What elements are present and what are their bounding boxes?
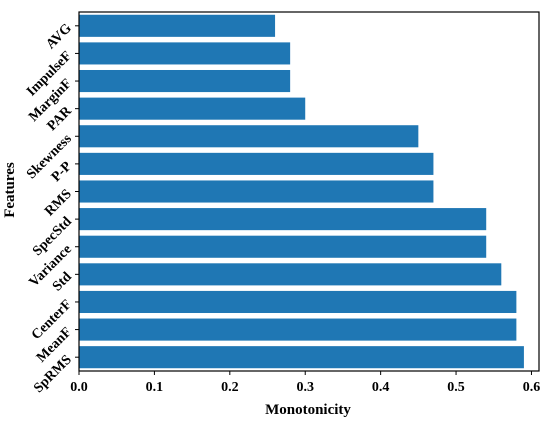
x-tick-label: 0.6 (523, 380, 541, 395)
x-tick-label: 0.0 (70, 380, 88, 395)
bar-std (79, 263, 502, 286)
bar-par (79, 97, 306, 120)
x-tick-label: 0.4 (372, 380, 390, 395)
plot-frame (78, 11, 540, 372)
bar-sprms (79, 346, 524, 369)
bar-centerf (79, 290, 517, 314)
bars-group (79, 14, 524, 369)
x-tick-label: 0.1 (146, 380, 164, 395)
x-tick-label: 0.3 (296, 380, 314, 395)
x-tick-label: 0.5 (447, 380, 465, 395)
bar-rms (79, 180, 434, 203)
bar-meanf (79, 318, 517, 341)
y-tick-label: AVG (43, 21, 74, 52)
bar-variance (79, 235, 487, 258)
y-tick-label: RMS (42, 187, 75, 220)
y-axis-title: Features (2, 162, 18, 218)
x-tick-label: 0.2 (221, 380, 239, 395)
bar-specstd (79, 208, 487, 231)
bar-impulsef (79, 42, 291, 65)
bar-skewness (79, 125, 419, 148)
bar-p-p (79, 152, 434, 175)
x-axis-title: Monotonicity (265, 402, 351, 418)
bar-avg (79, 14, 276, 37)
bar-marginf (79, 69, 291, 93)
